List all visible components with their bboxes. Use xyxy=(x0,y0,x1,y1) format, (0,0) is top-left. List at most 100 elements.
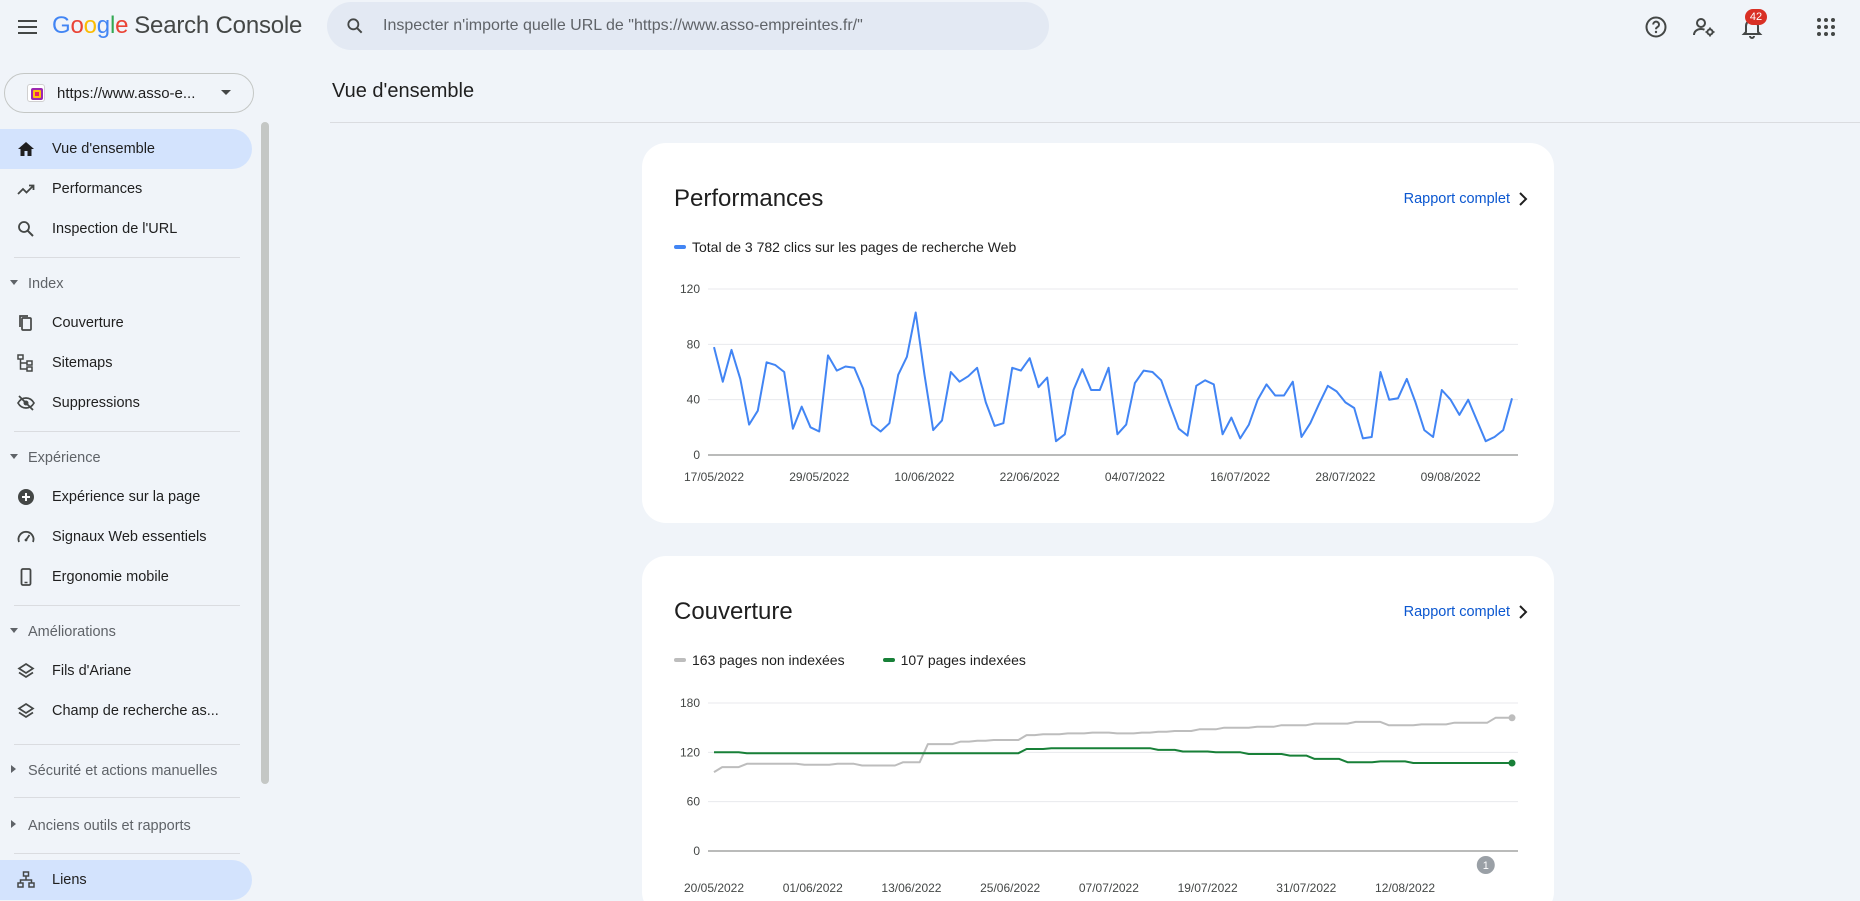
sidebar-item-label: Sitemaps xyxy=(52,355,113,371)
layers-icon xyxy=(17,662,35,679)
sidebar-item-label: Suppressions xyxy=(52,395,140,411)
y-tick-label: 40 xyxy=(687,393,701,407)
sidebar-section-enhancements[interactable]: Améliorations xyxy=(0,619,240,645)
y-tick-label: 0 xyxy=(693,448,700,462)
home-icon xyxy=(18,142,34,156)
legend-item[interactable]: 163 pages non indexées xyxy=(674,652,845,668)
section-label: Anciens outils et rapports xyxy=(28,818,191,834)
visibility-off-icon xyxy=(17,395,35,411)
y-tick-label: 60 xyxy=(687,795,701,809)
x-tick-label: 09/08/2022 xyxy=(1421,470,1481,484)
x-tick-label: 01/06/2022 xyxy=(783,881,843,895)
add-circle-icon xyxy=(18,489,34,505)
legend-item[interactable]: 107 pages indexées xyxy=(882,652,1026,668)
x-tick-label: 12/08/2022 xyxy=(1375,881,1435,895)
card-title: Performances xyxy=(674,185,824,212)
chart-legend: 163 pages non indexées 107 pages indexée… xyxy=(674,652,1026,668)
sidebar-item-breadcrumbs[interactable]: Fils d'Ariane xyxy=(0,651,252,691)
y-tick-label: 120 xyxy=(680,745,700,759)
sidebar-divider xyxy=(14,744,240,745)
sidebar-item-sitemaps[interactable]: Sitemaps xyxy=(0,343,252,383)
x-tick-label: 04/07/2022 xyxy=(1105,470,1165,484)
trending-up-icon xyxy=(17,184,35,195)
page-title: Vue d'ensemble xyxy=(332,80,475,102)
y-tick-label: 180 xyxy=(680,696,700,710)
sidebar-item-removals[interactable]: Suppressions xyxy=(0,383,252,423)
x-tick-label: 07/07/2022 xyxy=(1079,881,1139,895)
sidebar-scrollbar[interactable] xyxy=(261,122,269,784)
performance-chart: 0 40 80 120 17/05/2022 29/05/2022 10/06/2022 22… xyxy=(680,282,1518,484)
sidebar-item-mobile-usability[interactable]: Ergonomie mobile xyxy=(0,557,252,597)
sidebar-item-label: Champ de recherche as... xyxy=(52,703,219,719)
menu-icon[interactable] xyxy=(12,12,42,42)
google-search-console-logo[interactable]: Google Search Console xyxy=(52,12,302,40)
title-divider xyxy=(330,122,1860,123)
x-tick-label: 29/05/2022 xyxy=(789,470,849,484)
property-label: https://www.asso-e... xyxy=(57,85,196,102)
x-tick-label: 10/06/2022 xyxy=(894,470,954,484)
legend-item[interactable]: Total de 3 782 clics sur les pages de re… xyxy=(674,239,1016,255)
section-label: Expérience xyxy=(28,450,101,466)
file-copy-icon xyxy=(19,315,32,331)
search-input[interactable] xyxy=(383,2,1023,50)
sidebar-divider xyxy=(14,797,240,798)
sidebar-item-sitelinks-searchbox[interactable]: Champ de recherche as... xyxy=(0,691,252,731)
help-icon[interactable] xyxy=(1642,13,1670,41)
links-icon xyxy=(17,871,35,888)
sidebar-item-overview[interactable]: Vue d'ensemble xyxy=(0,129,252,169)
sidebar-section-security[interactable]: Sécurité et actions manuelles xyxy=(0,758,240,784)
chevron-down-icon xyxy=(10,454,18,459)
manage-users-icon[interactable] xyxy=(1690,13,1718,41)
chevron-down-icon xyxy=(10,628,18,633)
sidebar-item-label: Ergonomie mobile xyxy=(52,569,169,585)
legend-swatch xyxy=(674,658,686,662)
coverage-chart: 0 60 120 180 20/05/2022 01/06/2022 13/06/2022 2… xyxy=(680,696,1518,895)
sidebar-item-page-experience[interactable]: Expérience sur la page xyxy=(0,477,252,517)
property-selector[interactable]: https://www.asso-e... xyxy=(4,73,254,113)
layers-icon xyxy=(17,702,35,719)
sidebar-item-core-web-vitals[interactable]: Signaux Web essentiels xyxy=(0,517,252,557)
full-report-link[interactable]: Rapport complet xyxy=(1404,191,1528,207)
logo-letter: e xyxy=(115,12,129,39)
sidebar-item-label: Vue d'ensemble xyxy=(52,141,155,157)
y-tick-label: 120 xyxy=(680,282,700,296)
series-line xyxy=(713,716,1512,773)
sidebar-item-performance[interactable]: Performances xyxy=(0,169,252,209)
sidebar-nav: Vue d'ensemble Performances Inspection d… xyxy=(0,122,256,901)
legend-swatch xyxy=(882,658,895,662)
series-line xyxy=(714,747,1512,764)
chevron-right-icon xyxy=(11,765,16,773)
legend-label: Total de 3 782 clics sur les pages de re… xyxy=(692,239,1017,255)
search-icon xyxy=(18,221,34,237)
legend-swatch xyxy=(674,245,686,249)
sidebar-item-links[interactable]: Liens xyxy=(0,860,252,900)
speed-icon xyxy=(17,530,35,543)
card-title: Couverture xyxy=(674,598,793,625)
sidebar-divider xyxy=(14,605,240,606)
sidebar-item-label: Signaux Web essentiels xyxy=(52,529,207,545)
series-line xyxy=(713,311,1513,443)
url-inspection-search[interactable] xyxy=(327,2,1049,50)
apps-grid-icon[interactable] xyxy=(1812,13,1840,41)
logo-letter: o xyxy=(83,12,97,39)
sidebar-item-url-inspection[interactable]: Inspection de l'URL xyxy=(0,209,252,249)
sidebar-section-index[interactable]: Index xyxy=(0,271,240,297)
site-favicon-icon xyxy=(27,84,45,102)
full-report-link[interactable]: Rapport complet xyxy=(1404,604,1528,620)
series-end-point xyxy=(1508,759,1516,767)
sidebar-section-experience[interactable]: Expérience xyxy=(0,445,240,471)
product-name: Search Console xyxy=(134,12,303,39)
x-tick-label: 28/07/2022 xyxy=(1315,470,1375,484)
legend-label: 163 pages non indexées xyxy=(692,652,845,668)
performance-card: Performances Rapport complet Total de 3 … xyxy=(642,143,1554,523)
x-tick-label: 16/07/2022 xyxy=(1210,470,1270,484)
sidebar-item-coverage[interactable]: Couverture xyxy=(0,303,252,343)
sidebar-section-legacy-tools[interactable]: Anciens outils et rapports xyxy=(0,813,240,839)
chart-legend: Total de 3 782 clics sur les pages de re… xyxy=(674,239,1016,255)
sidebar-item-label: Fils d'Ariane xyxy=(52,663,132,679)
x-tick-label: 31/07/2022 xyxy=(1276,881,1336,895)
x-tick-label: 17/05/2022 xyxy=(684,470,744,484)
chevron-right-icon xyxy=(1519,192,1528,206)
logo-letter: o xyxy=(70,12,84,39)
